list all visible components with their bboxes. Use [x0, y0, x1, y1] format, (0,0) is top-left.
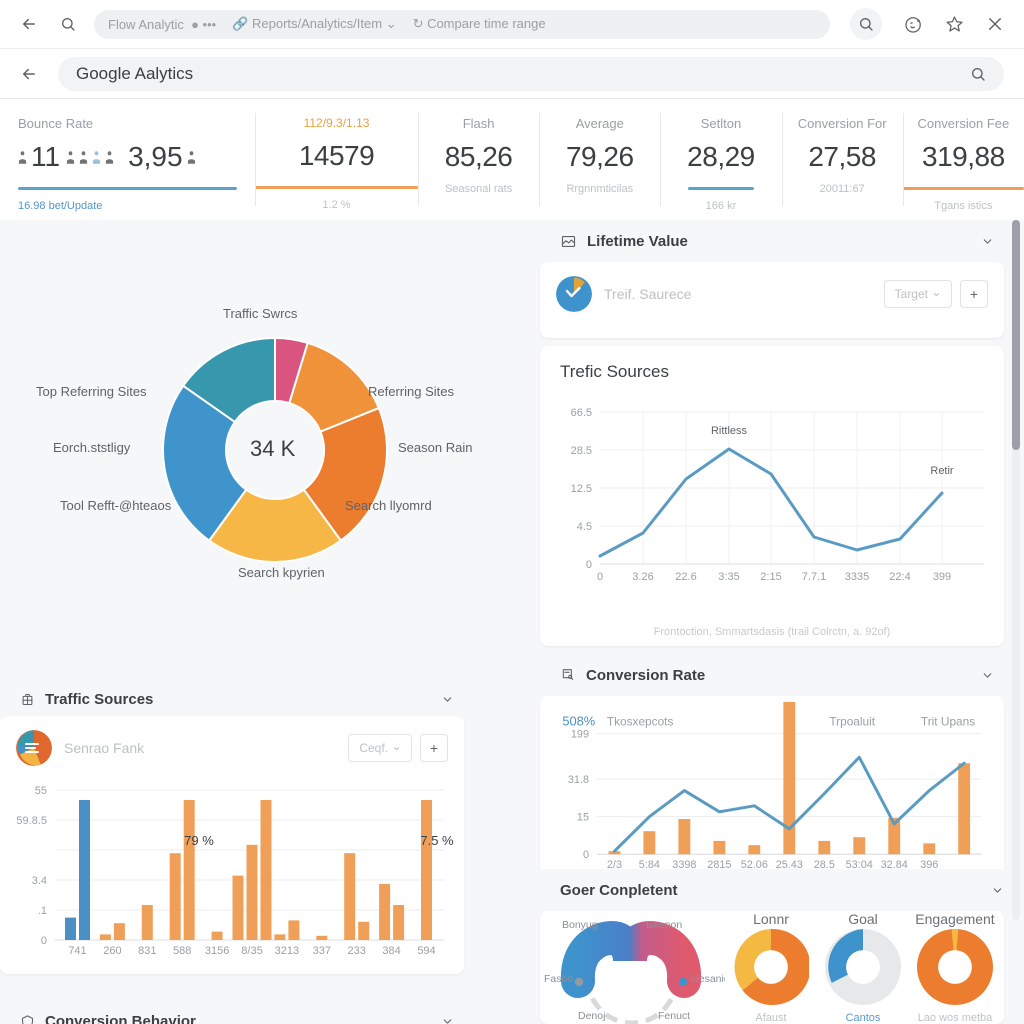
- svg-text:384: 384: [382, 945, 400, 957]
- svg-text:22.6: 22.6: [675, 571, 696, 583]
- svg-text:55: 55: [35, 785, 47, 797]
- svg-text:199: 199: [571, 729, 589, 741]
- svg-text:831: 831: [138, 945, 156, 957]
- svg-text:7.7.1: 7.7.1: [802, 571, 826, 583]
- svg-text:3:35: 3:35: [718, 571, 739, 583]
- svg-text:66.5: 66.5: [571, 407, 592, 419]
- svg-text:0: 0: [583, 849, 589, 861]
- svg-text:Fasoo: Fasoo: [544, 973, 573, 985]
- svg-text:2:15: 2:15: [760, 571, 781, 583]
- svg-text:.1: .1: [38, 905, 47, 917]
- svg-text:12.5: 12.5: [571, 483, 592, 495]
- svg-text:588: 588: [173, 945, 191, 957]
- svg-text:22:4: 22:4: [889, 571, 910, 583]
- svg-text:4.5: 4.5: [577, 521, 592, 533]
- svg-text:Denoj: Denoj: [578, 1010, 605, 1022]
- svg-text:8/35: 8/35: [241, 945, 262, 957]
- svg-text:0: 0: [41, 935, 47, 947]
- svg-text:28.5: 28.5: [571, 445, 592, 457]
- svg-text:Trit Upans: Trit Upans: [921, 715, 975, 729]
- svg-text:7.5 %: 7.5 %: [420, 833, 454, 848]
- svg-text:15: 15: [577, 812, 589, 824]
- svg-text:Rittless: Rittless: [711, 425, 748, 437]
- svg-text:Tkosxepcots: Tkosxepcots: [607, 715, 674, 729]
- svg-text:Retir: Retir: [930, 465, 954, 477]
- svg-text:337: 337: [313, 945, 331, 957]
- svg-text:3335: 3335: [845, 571, 869, 583]
- svg-text:0: 0: [597, 571, 603, 583]
- svg-text:Beenon: Beenon: [646, 919, 682, 931]
- svg-text:399: 399: [933, 571, 951, 583]
- svg-text:Fenuct: Fenuct: [658, 1010, 690, 1022]
- svg-text:594: 594: [417, 945, 435, 957]
- svg-text:\desaniot: \desaniot: [690, 973, 725, 985]
- svg-text:233: 233: [348, 945, 366, 957]
- svg-text:741: 741: [68, 945, 86, 957]
- svg-text:3.4: 3.4: [32, 875, 47, 887]
- svg-text:79 %: 79 %: [184, 833, 214, 848]
- svg-text:31.8: 31.8: [568, 774, 589, 786]
- svg-text:Bonyug: Bonyug: [562, 919, 598, 931]
- svg-text:0: 0: [586, 559, 592, 571]
- svg-text:3213: 3213: [275, 945, 299, 957]
- svg-text:Trpoaluit: Trpoaluit: [829, 715, 875, 729]
- svg-text:260: 260: [103, 945, 121, 957]
- svg-text:3156: 3156: [205, 945, 229, 957]
- svg-text:59.8.5: 59.8.5: [16, 815, 47, 827]
- svg-text:3.26: 3.26: [632, 571, 653, 583]
- svg-text:508%: 508%: [562, 714, 595, 729]
